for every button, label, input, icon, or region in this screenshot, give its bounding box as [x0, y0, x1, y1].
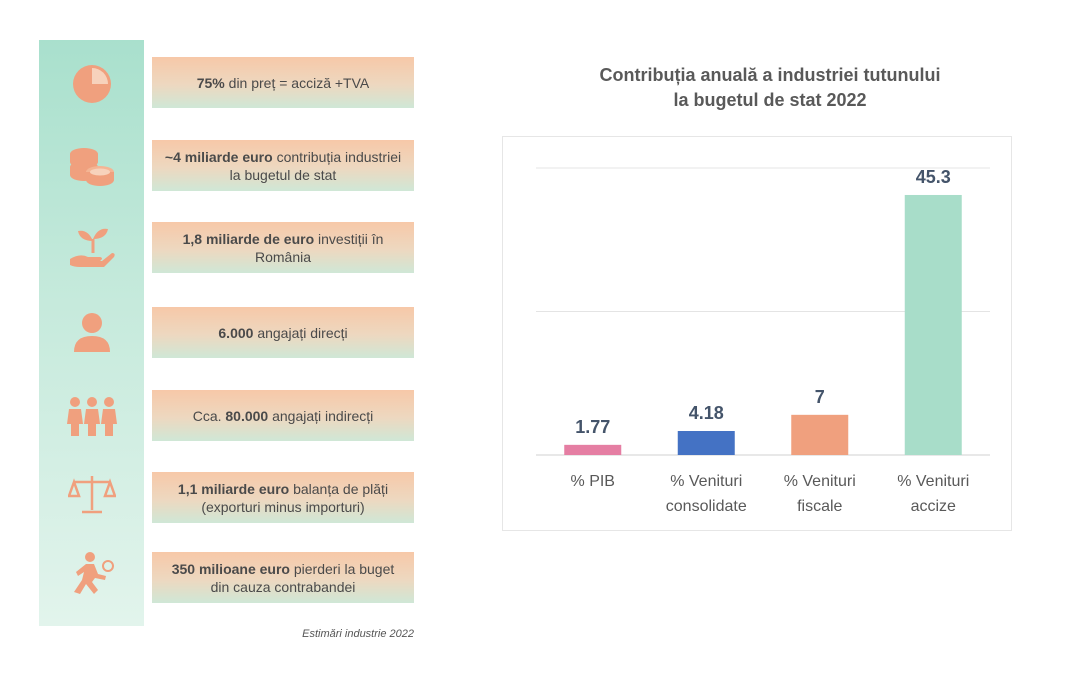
chart-area: 1.77 % PIB 4.18 % Venituri consolidate 7 % Ven…: [502, 136, 1012, 531]
pie-chart-icon: [39, 58, 144, 110]
scale-icon: [39, 468, 144, 520]
fact-box: 1,1 miliarde euro balanța de plăți (expo…: [152, 472, 414, 523]
category-label: consolidate: [666, 498, 747, 515]
bar: [677, 431, 735, 455]
chart-title: Contribuția anuală a industriei tutunulu…: [520, 63, 1020, 113]
fact-text: 1,1 miliarde euro balanța de plăți (expo…: [162, 480, 404, 516]
chart-title-line-1: Contribuția anuală a industriei tutunulu…: [599, 65, 941, 85]
data-label: 1.77: [575, 417, 610, 437]
fact-description: investiții în România: [254, 230, 384, 265]
fact-description: contribuția industriei la bugetul de sta…: [229, 148, 402, 183]
fact-text: 75% din preț = acciză +TVA: [197, 74, 370, 92]
person-icon: [39, 306, 144, 358]
category-label: fiscale: [797, 498, 842, 515]
fact-description: angajați indirecți: [268, 407, 374, 424]
fact-text: 350 milioane euro pierderi la buget din …: [162, 560, 404, 596]
category-label: accize: [911, 498, 956, 515]
fact-description: pierderi la buget din cauza contrabandei: [210, 560, 395, 595]
fact-highlight: ~4 miliarde euro: [164, 148, 273, 165]
bar: [791, 414, 849, 455]
category-label: % PIB: [571, 473, 615, 490]
bar-chart: 1.77 % PIB 4.18 % Venituri consolidate 7 % Ven…: [536, 167, 990, 515]
coins-icon: [39, 140, 144, 192]
category-label: % Venituri: [784, 473, 856, 490]
fact-highlight: 75%: [196, 74, 225, 91]
runner-icon: [39, 548, 144, 600]
fact-box: 350 milioane euro pierderi la buget din …: [152, 552, 414, 603]
plant-hand-icon: [39, 222, 144, 274]
fact-highlight: 1,8 miliarde de euro: [182, 230, 315, 247]
data-label: 7: [815, 387, 825, 407]
data-label: 45.3: [916, 167, 951, 187]
source-note: Estimări industrie 2022: [302, 628, 414, 640]
people-group-icon: [39, 390, 144, 442]
fact-highlight: 1,1 miliarde euro: [177, 480, 290, 497]
fact-box: 75% din preț = acciză +TVA: [152, 57, 414, 108]
category-label: % Venituri: [670, 473, 742, 490]
fact-box: 1,8 miliarde de euro investiții în Român…: [152, 222, 414, 273]
fact-highlight: 80.000: [225, 407, 269, 424]
category-label: % Venituri: [897, 473, 969, 490]
fact-description: angajați direcți: [253, 324, 348, 341]
data-label: 4.18: [689, 403, 724, 423]
fact-box: Cca. 80.000 angajați indirecți: [152, 390, 414, 441]
fact-highlight: 350 milioane euro: [171, 560, 290, 577]
fact-text: ~4 miliarde euro contribuția industriei …: [162, 148, 404, 184]
bar: [564, 444, 622, 455]
fact-text: 1,8 miliarde de euro investiții în Român…: [162, 230, 404, 266]
chart-title-line-2: la bugetul de stat 2022: [673, 90, 867, 110]
fact-prefix: Cca.: [192, 407, 226, 424]
fact-description: balanța de plăți (exporturi minus import…: [201, 480, 389, 515]
fact-description: din preț = acciză +TVA: [224, 74, 370, 91]
fact-text: Cca. 80.000 angajați indirecți: [193, 407, 374, 425]
fact-text: 6.000 angajați direcți: [218, 324, 347, 342]
icon-strip: [39, 40, 144, 626]
bar: [904, 194, 962, 455]
fact-box: 6.000 angajați direcți: [152, 307, 414, 358]
fact-highlight: 6.000: [218, 324, 254, 341]
fact-box: ~4 miliarde euro contribuția industriei …: [152, 140, 414, 191]
